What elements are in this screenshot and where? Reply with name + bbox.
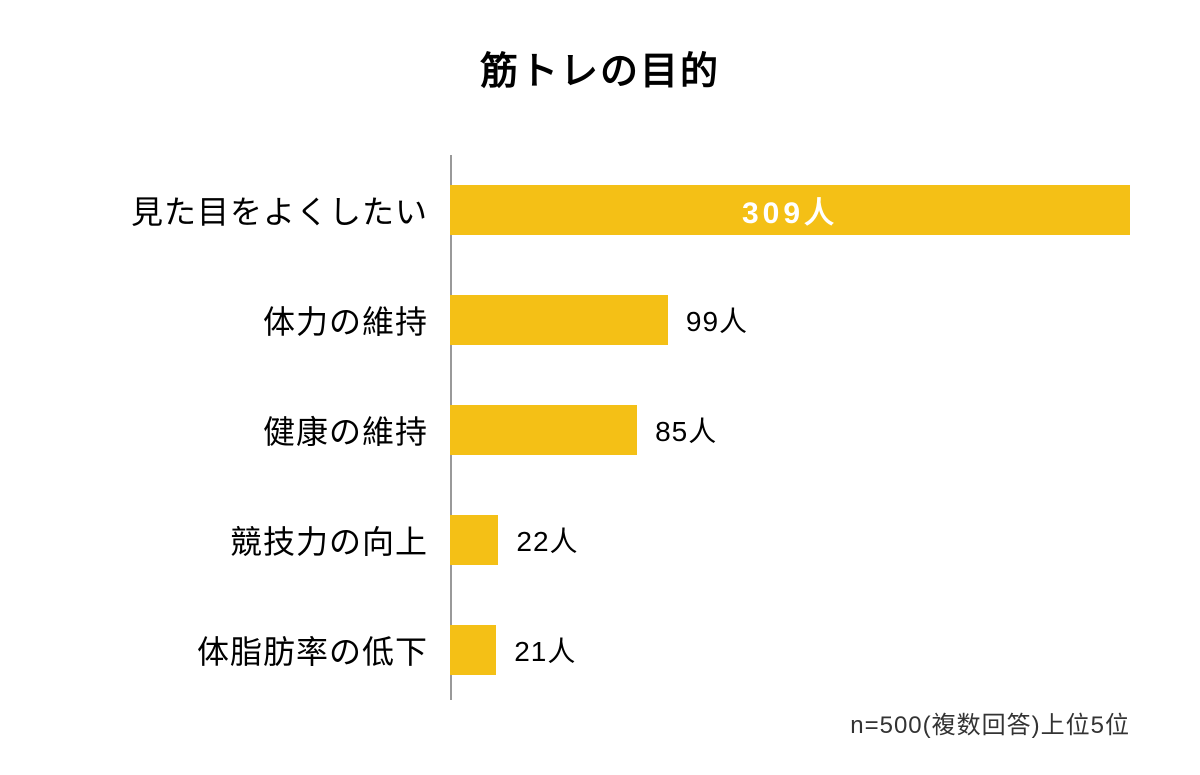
bar-fill: 309人 [450,185,1130,235]
chart-container: 筋トレの目的 見た目をよくしたい 309人 体力の維持 99人 健康の維持 85… [0,0,1200,705]
bar-fill [450,295,668,345]
bar-track: 309人 [450,185,1130,235]
bar-label: 見た目をよくしたい [70,187,440,233]
bar-label: 体力の維持 [70,297,440,343]
bar-track: 21人 [450,625,1130,675]
bar-value: 85人 [655,410,717,450]
bar-label: 体脂肪率の低下 [70,627,440,673]
bar-row: 見た目をよくしたい 309人 [70,155,1130,265]
bar-value: 309人 [742,188,838,232]
bar-row: 体力の維持 99人 [70,265,1130,375]
bar-fill [450,515,498,565]
bars-area: 見た目をよくしたい 309人 体力の維持 99人 健康の維持 85人 競技力の向… [70,155,1130,705]
bar-row: 健康の維持 85人 [70,375,1130,485]
bar-label: 競技力の向上 [70,517,440,563]
bar-track: 85人 [450,405,1130,455]
bar-value: 22人 [516,520,578,560]
chart-title: 筋トレの目的 [70,40,1130,95]
bar-track: 99人 [450,295,1130,345]
bar-track: 22人 [450,515,1130,565]
bar-row: 競技力の向上 22人 [70,485,1130,595]
bar-row: 体脂肪率の低下 21人 [70,595,1130,705]
bar-fill [450,405,637,455]
chart-footnote: n=500(複数回答)上位5位 [850,705,1130,740]
bar-value: 99人 [686,300,748,340]
bar-fill [450,625,496,675]
bar-value: 21人 [514,630,576,670]
bar-label: 健康の維持 [70,407,440,453]
